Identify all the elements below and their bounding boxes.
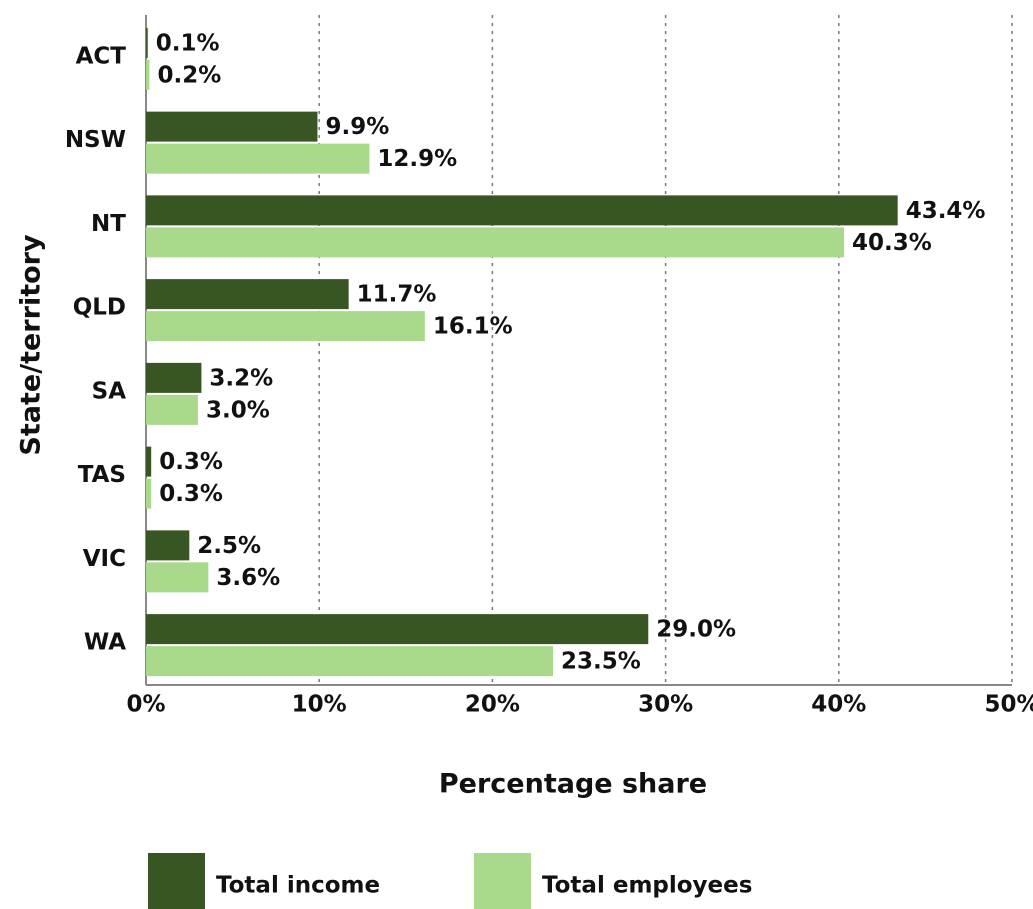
x-tick-label: 40% xyxy=(811,692,866,718)
legend-label: Total employees xyxy=(542,873,752,899)
value-label: 3.6% xyxy=(216,565,280,591)
value-label: 9.9% xyxy=(325,114,389,140)
bar xyxy=(146,614,649,645)
x-tick-label: 10% xyxy=(292,692,347,718)
bar xyxy=(146,59,150,90)
value-label: 23.5% xyxy=(561,649,641,675)
bar xyxy=(146,227,844,258)
legend-swatch xyxy=(148,853,205,909)
value-label: 43.4% xyxy=(906,198,986,224)
value-label: 0.3% xyxy=(159,481,223,507)
bar xyxy=(146,446,152,477)
value-label: 0.2% xyxy=(157,62,221,88)
bar xyxy=(146,143,370,174)
x-tick-label: 50% xyxy=(984,692,1033,718)
bar xyxy=(146,362,202,393)
bar xyxy=(146,646,554,677)
x-tick-label: 20% xyxy=(465,692,520,718)
y-tick-label: SA xyxy=(92,378,127,404)
value-label: 11.7% xyxy=(357,282,437,308)
value-label: 16.1% xyxy=(433,314,513,340)
value-label: 0.3% xyxy=(159,449,223,475)
bar xyxy=(146,195,898,226)
value-label: 2.5% xyxy=(197,533,261,559)
bar xyxy=(146,394,198,425)
y-tick-label: WA xyxy=(84,630,126,656)
bar xyxy=(146,478,152,509)
legend-label: Total income xyxy=(216,873,380,899)
legend-swatch xyxy=(474,853,531,909)
bar xyxy=(146,562,209,593)
value-label: 29.0% xyxy=(656,617,736,643)
bar xyxy=(146,311,425,342)
value-label: 40.3% xyxy=(852,230,932,256)
y-tick-label: NSW xyxy=(65,127,126,153)
value-label: 12.9% xyxy=(377,146,457,172)
y-tick-label: VIC xyxy=(83,546,126,572)
value-label: 3.2% xyxy=(209,365,273,391)
bar xyxy=(146,279,349,310)
bar xyxy=(146,530,190,561)
value-label: 0.1% xyxy=(156,30,220,56)
y-tick-label: TAS xyxy=(78,462,126,488)
y-tick-label: QLD xyxy=(73,295,126,321)
y-axis-title: State/territory xyxy=(16,234,47,456)
bar xyxy=(146,111,318,142)
x-tick-label: 30% xyxy=(638,692,693,718)
value-label: 3.0% xyxy=(206,397,270,423)
y-tick-label: NT xyxy=(91,211,126,237)
bar xyxy=(146,27,148,58)
x-tick-label: 0% xyxy=(126,692,165,718)
x-axis-title: Percentage share xyxy=(439,769,707,800)
y-tick-label: ACT xyxy=(76,43,127,69)
